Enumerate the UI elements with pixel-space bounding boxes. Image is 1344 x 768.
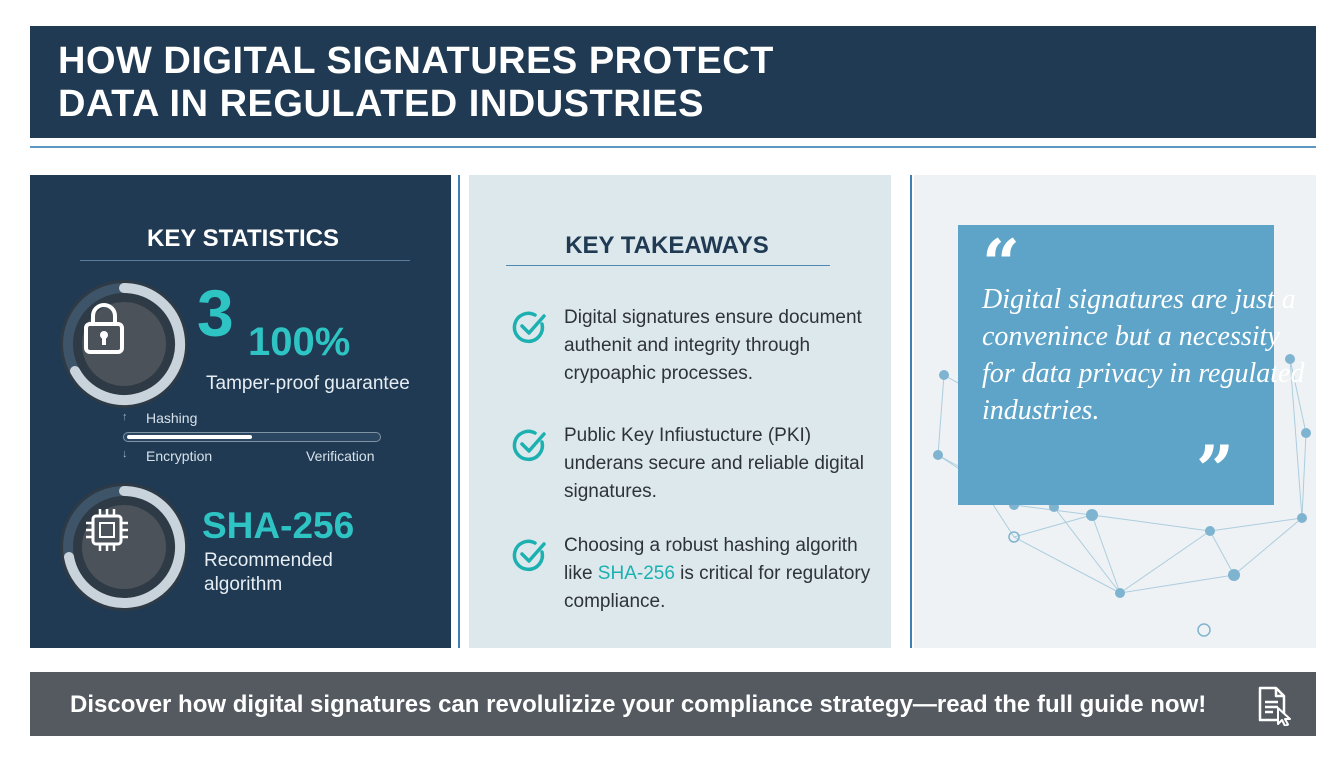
arrow-up-icon: ↑ xyxy=(122,411,128,423)
cta-banner[interactable]: Discover how digital signatures can revo… xyxy=(30,672,1316,736)
title-banner: HOW DIGITAL SIGNATURES PROTECT DATA IN R… xyxy=(30,26,1316,138)
chip-badge xyxy=(60,483,188,611)
check-circle-icon xyxy=(512,429,546,462)
progress-ring-icon xyxy=(63,283,186,405)
stat-number: 3 xyxy=(197,276,234,350)
quote-text: Digital signatures are just a convenince… xyxy=(982,284,1305,426)
panel-divider xyxy=(910,175,912,648)
panel-divider xyxy=(458,175,460,648)
stat-percent: 100% xyxy=(248,320,351,364)
sha256-highlight: SHA-256 xyxy=(597,563,675,584)
takeaway-text: Public Key Infiustucture (PKI) underans … xyxy=(564,425,864,502)
takeaway-text-part: Choosing a robust hashing algorith like xyxy=(564,535,858,584)
cta-text[interactable]: Discover how digital signatures can revo… xyxy=(70,691,1207,718)
key-takeaways-divider xyxy=(506,265,830,266)
chip-icon xyxy=(86,509,128,551)
padlock-badge xyxy=(60,280,188,408)
title-divider xyxy=(30,146,1316,148)
arrow-down-icon: ↓ xyxy=(122,448,128,460)
quote-box: “ ” xyxy=(958,225,1274,505)
close-quote-mark: ” xyxy=(1196,431,1234,509)
stat-label-recommended: Recommended algorithm xyxy=(204,550,333,595)
step-encryption: Encryption xyxy=(146,448,213,464)
takeaway-text-part: is critical for regulatory compliance. xyxy=(564,563,871,612)
process-progress-fill xyxy=(127,435,252,439)
process-progress-bar xyxy=(123,432,381,442)
padlock-icon-holder xyxy=(82,302,166,386)
key-statistics-panel: KEY STATISTICS 3 100% Tamper-proof guara… xyxy=(30,175,451,648)
key-statistics-heading: KEY STATISTICS xyxy=(146,225,340,252)
progress-ring-icon xyxy=(63,486,186,608)
step-hashing: Hashing xyxy=(146,410,198,426)
key-statistics-divider xyxy=(80,260,410,261)
stat-label-tamper-proof: Tamper-proof guarantee xyxy=(206,373,410,394)
open-quote-mark: “ xyxy=(982,225,1020,303)
takeaway-text: Digital signatures ensure document authe… xyxy=(564,307,862,384)
padlock-icon xyxy=(84,303,124,354)
check-circle-icon xyxy=(512,539,546,572)
check-circle-icon xyxy=(512,311,546,344)
page-title: HOW DIGITAL SIGNATURES PROTECT DATA IN R… xyxy=(58,40,774,125)
key-takeaways-panel: KEY TAKEAWAYS Digital signatures ensure … xyxy=(469,175,891,648)
document-cursor-icon[interactable] xyxy=(1254,686,1294,726)
quote-panel: “ ” Digital signatures are just a conven… xyxy=(914,175,1316,648)
stat-sha256: SHA-256 xyxy=(202,505,355,546)
step-verification: Verification xyxy=(306,448,375,464)
chip-icon-holder xyxy=(82,505,166,589)
takeaway-text: Choosing a robust hashing algorith like … xyxy=(564,532,874,616)
key-takeaways-heading: KEY TAKEAWAYS xyxy=(565,232,769,259)
